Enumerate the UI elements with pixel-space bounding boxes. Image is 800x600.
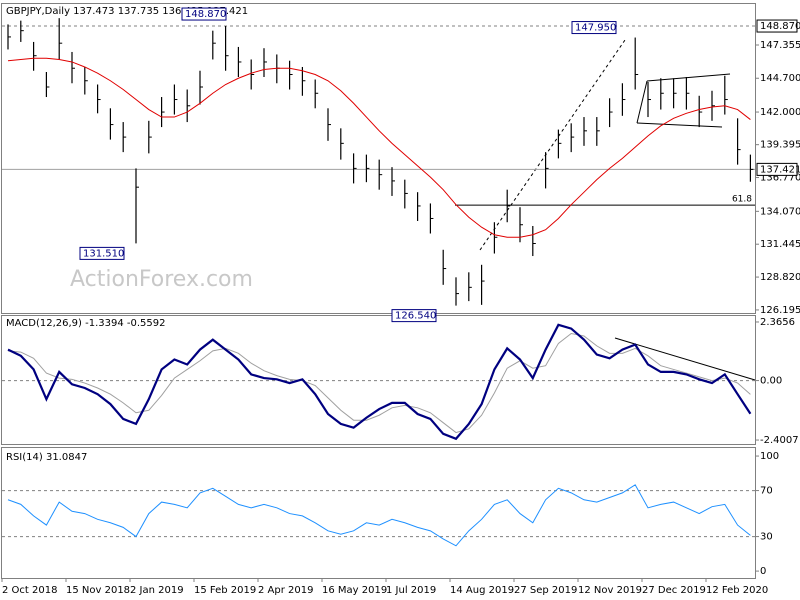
- indicator-line: [7, 332, 751, 434]
- rsi-title: RSI(14) 31.0847: [6, 452, 87, 463]
- y-tick-label: 30: [760, 532, 773, 543]
- indicator-line: [7, 484, 751, 547]
- x-tick-label: 27 Sep 2019: [514, 585, 577, 596]
- annotation-label: 126.540: [395, 311, 436, 322]
- indicator-line: [7, 323, 752, 441]
- y-tick-label: 70: [760, 486, 773, 497]
- y-tick-label: 2.3656: [760, 317, 795, 328]
- y-tick-label: 136.770: [760, 173, 800, 184]
- watermark: ActionForex.com: [70, 267, 253, 292]
- x-tick-label: 2 Jan 2019: [130, 585, 184, 596]
- annotation-box: [79, 246, 125, 260]
- fib-trend: [479, 39, 626, 251]
- channel-bottom: [636, 122, 723, 128]
- y-tick-label: 139.395: [760, 140, 800, 151]
- y-tick-label: 0.00: [760, 376, 782, 387]
- label-box: [756, 162, 798, 176]
- annotation-box: [391, 309, 437, 323]
- y-tick-label: 0: [760, 566, 766, 577]
- annotation-label: 147.950: [575, 23, 616, 34]
- x-tick-label: 1 Jul 2019: [386, 585, 436, 596]
- annotation-box: [181, 7, 227, 21]
- x-tick-label: 14 Aug 2019: [450, 585, 514, 596]
- y-tick-label: 126.195: [760, 305, 800, 316]
- y-tick-label: 142.000: [760, 107, 800, 118]
- y-tick-label: 100: [760, 451, 779, 462]
- x-tick-label: 2 Oct 2018: [2, 585, 57, 596]
- y-tick-label: 144.700: [760, 73, 800, 84]
- chart-title: GBPJPY,Daily 137.473 137.735 136.435 137…: [6, 6, 248, 17]
- x-tick-label: 16 May 2019: [322, 585, 387, 596]
- y-tick-label: 147.355: [760, 40, 800, 51]
- label-box: [756, 19, 798, 33]
- macd-panel: [1, 315, 756, 445]
- x-tick-label: 27 Dec 2019: [642, 585, 706, 596]
- y-tick-label: 131.445: [760, 239, 800, 250]
- x-tick-label: 12 Feb 2020: [706, 585, 768, 596]
- y-tick-label: 128.820: [760, 272, 800, 283]
- last-price-label: 137.421: [760, 164, 800, 175]
- channel-side: [636, 80, 648, 124]
- x-tick-label: 12 Nov 2019: [578, 585, 642, 596]
- fib-label: 61.8: [732, 195, 752, 205]
- x-tick-label: 2 Apr 2019: [258, 585, 313, 596]
- macd-title: MACD(12,26,9) -1.3394 -0.5592: [6, 318, 166, 329]
- macd-trendline: [614, 337, 756, 381]
- annotation-label: 131.510: [83, 248, 124, 259]
- y-tick-label: 134.070: [760, 206, 800, 217]
- moving-average: [7, 57, 751, 238]
- annotation-label: 148.870: [185, 9, 226, 20]
- rsi-panel: [1, 447, 756, 579]
- price-panel: [1, 3, 756, 314]
- x-tick-label: 15 Nov 2018: [66, 585, 130, 596]
- y-tick-label: -2.4007: [760, 435, 799, 446]
- x-tick-label: 15 Feb 2019: [194, 585, 256, 596]
- annotation-box: [571, 21, 617, 35]
- resistance-label: 148.870: [760, 21, 800, 32]
